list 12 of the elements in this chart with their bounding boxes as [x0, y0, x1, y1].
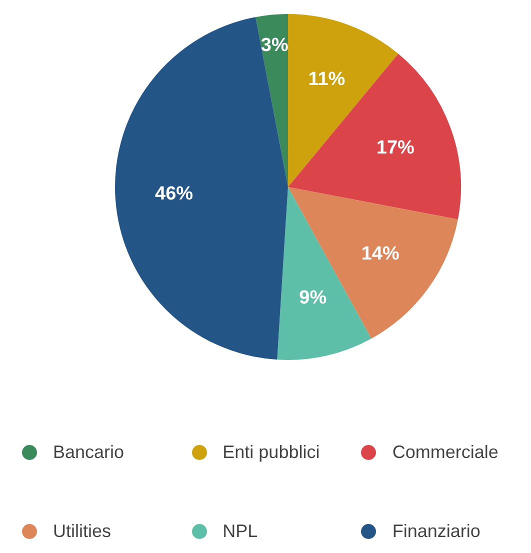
data-label: 17% — [376, 138, 415, 159]
legend-label: NPL — [222, 521, 258, 542]
legend-label: Finanziario — [392, 521, 480, 542]
data-label: 14% — [361, 243, 400, 264]
data-label: 9% — [299, 288, 327, 309]
legend-label: Utilities — [53, 521, 112, 542]
legend-label: Commerciale — [392, 442, 498, 463]
data-label: 3% — [260, 35, 288, 56]
legend-label: Enti pubblici — [222, 442, 320, 463]
legend-label: Bancario — [53, 442, 124, 463]
data-label: 11% — [308, 68, 346, 90]
data-label: 46% — [155, 183, 194, 204]
